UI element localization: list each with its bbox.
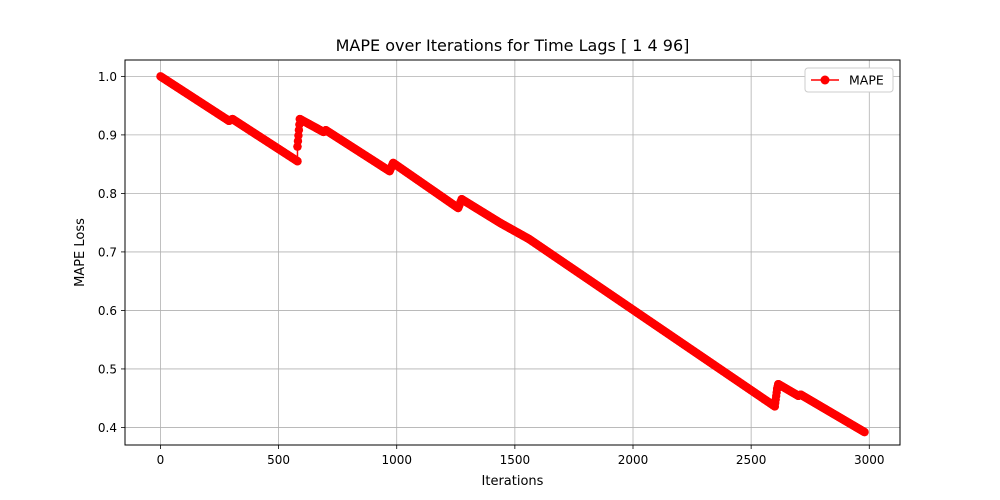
x-tick-label: 1000 [381,453,412,467]
ticks: 0 500 1000 1500 2000 2500 3000 0.4 0.5 0.6 0.7 0.8 0… [98,70,885,467]
chart-title: MAPE over Iterations for Time Lags [ 1 4… [336,36,690,55]
y-tick-label: 1.0 [98,70,117,84]
data-point-marker [860,427,869,437]
x-tick-label: 3000 [854,453,885,467]
legend-marker-swatch [820,75,830,85]
y-tick-label: 0.6 [98,304,117,318]
data-series [156,72,869,437]
x-tick-label: 2500 [736,453,767,467]
legend: MAPE [804,67,894,93]
y-axis-label: MAPE Loss [73,218,88,287]
x-tick-label: 500 [267,453,290,467]
legend-box [804,67,894,93]
y-tick-label: 0.7 [98,245,117,259]
axes-frame [124,59,901,446]
y-tick-label: 0.5 [98,362,117,376]
x-tick-label: 2000 [618,453,649,467]
x-tick-label: 1500 [500,453,531,467]
x-axis-label: Iterations [482,474,544,489]
series-mape [156,72,869,437]
y-tick-label: 0.4 [98,421,117,435]
data-point-marker [293,157,302,166]
y-tick-label: 0.8 [98,187,117,201]
x-tick-label: 0 [157,453,165,467]
plot-area [125,60,900,445]
y-tick-label: 0.9 [98,128,117,142]
legend-label-mape: MAPE [849,73,884,88]
